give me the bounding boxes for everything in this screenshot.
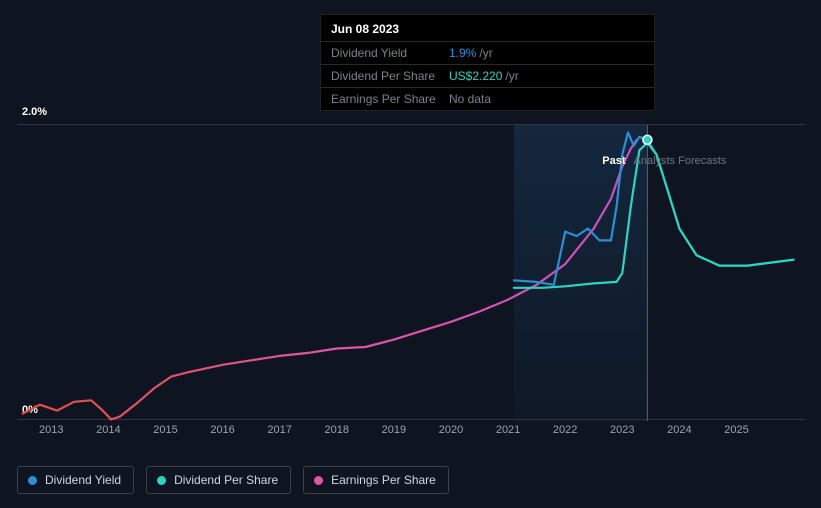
past-label: Past (602, 155, 625, 167)
x-tick: 2020 (439, 424, 463, 436)
tooltip-row-value: 1.9% (449, 46, 476, 60)
forecast-label: Analysts Forecasts (634, 155, 727, 167)
legend-item-dividend_yield[interactable]: Dividend Yield (17, 466, 134, 494)
dividend-chart: 2.0% 0% PastAnalysts Forecasts 201320142… (17, 102, 805, 460)
legend-item-earnings_per_share[interactable]: Earnings Per Share (303, 466, 449, 494)
tooltip-row: Dividend Per ShareUS$2.220/yr (321, 64, 654, 87)
legend-label: Dividend Yield (45, 473, 121, 487)
x-tick: 2024 (667, 424, 691, 436)
legend-label: Earnings Per Share (331, 473, 436, 487)
plot-area[interactable]: Past Analysts Forecasts (17, 124, 805, 420)
tooltip-row-value: No data (449, 92, 491, 106)
chart-legend: Dividend Yield Dividend Per Share Earnings… (17, 466, 449, 494)
tooltip-row-label: Dividend Yield (331, 46, 449, 60)
region-labels: Past Analysts Forecasts (602, 155, 726, 167)
chart-tooltip: Jun 08 2023 Dividend Yield1.9%/yrDividen… (320, 14, 655, 111)
x-axis: 2013 2014 2015 2016 2017 2018 2019 2020 2021 2022… (17, 424, 805, 444)
tooltip-date: Jun 08 2023 (321, 15, 654, 41)
x-tick: 2013 (39, 424, 63, 436)
x-tick: 2018 (325, 424, 349, 436)
tooltip-row-unit: /yr (479, 46, 492, 60)
tooltip-row: Earnings Per ShareNo data (321, 87, 654, 110)
legend-label: Dividend Per Share (174, 473, 278, 487)
legend-dot-icon (314, 476, 323, 485)
x-tick: 2016 (210, 424, 234, 436)
tooltip-row-unit: /yr (505, 69, 518, 83)
legend-dot-icon (157, 476, 166, 485)
tooltip-row: Dividend Yield1.9%/yr (321, 41, 654, 64)
x-tick: 2015 (153, 424, 177, 436)
x-tick: 2021 (496, 424, 520, 436)
legend-item-dividend_per_share[interactable]: Dividend Per Share (146, 466, 291, 494)
y-tick-top: 2.0% (22, 106, 47, 118)
tooltip-row-label: Dividend Per Share (331, 69, 449, 83)
x-tick: 2023 (610, 424, 634, 436)
tooltip-row-label: Earnings Per Share (331, 92, 449, 106)
x-tick: 2014 (96, 424, 120, 436)
x-tick: 2017 (267, 424, 291, 436)
tooltip-row-value: US$2.220 (449, 69, 502, 83)
x-tick: 2025 (724, 424, 748, 436)
x-tick: 2019 (382, 424, 406, 436)
legend-dot-icon (28, 476, 37, 485)
x-tick: 2022 (553, 424, 577, 436)
